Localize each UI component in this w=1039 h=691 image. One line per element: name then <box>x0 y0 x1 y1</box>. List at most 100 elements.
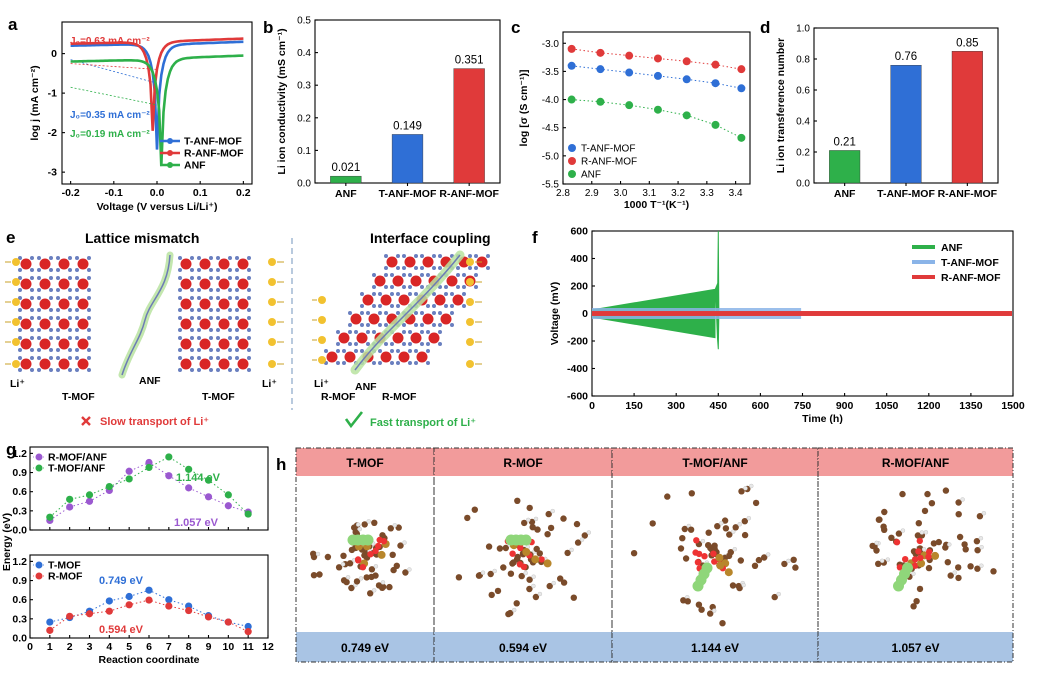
y-tick-label-f: 0 <box>582 308 588 320</box>
linker-atom <box>30 308 34 312</box>
li-ion <box>12 360 20 368</box>
linker-atom <box>30 368 34 372</box>
carbon-atom <box>741 531 749 539</box>
linker-atom <box>235 368 239 372</box>
linker-atom <box>75 368 79 372</box>
linker-atom <box>336 349 340 353</box>
linker-atom <box>372 330 376 334</box>
carbon-atom <box>368 566 376 573</box>
linker-atom <box>75 328 79 332</box>
linker-atom <box>18 336 22 340</box>
y-tick-label-d: 0.0 <box>796 179 810 190</box>
linker-atom <box>438 266 442 270</box>
carbon-atom <box>741 518 748 525</box>
linker-atom <box>342 349 346 353</box>
linker-atom <box>87 296 91 300</box>
linker-atom <box>56 308 60 312</box>
data-point-R-ANF-MOF <box>625 51 634 60</box>
carbon-atom <box>560 579 568 586</box>
legend-label-a: R-ANF-MOF <box>184 148 244 160</box>
metal-node <box>20 278 32 290</box>
linker-atom <box>197 356 201 360</box>
x-tick-label-f: 1200 <box>917 400 941 412</box>
y-tick-label-b: 0.5 <box>297 16 311 27</box>
carbon-atom <box>781 560 788 568</box>
linker-atom <box>87 368 91 372</box>
linker-atom <box>408 330 412 334</box>
carbon-atom <box>955 499 962 506</box>
linker-atom <box>209 276 213 280</box>
linker-atom <box>360 349 364 353</box>
li-ion <box>268 318 276 326</box>
data-point-T-ANF-MOF <box>653 71 662 80</box>
metal-atom <box>543 559 552 568</box>
carbon-atom <box>514 497 521 504</box>
metal-node <box>380 351 392 363</box>
linker-atom <box>235 256 239 260</box>
x-tick-label-b: R-ANF-MOF <box>439 188 499 200</box>
li-ion <box>466 338 474 346</box>
structure-header: T-MOF <box>346 456 383 470</box>
energy-point-T-MOF/ANF <box>125 475 133 483</box>
li-ion <box>268 338 276 346</box>
carbon-atom <box>722 525 730 532</box>
li-ion <box>466 360 474 368</box>
metal-node <box>180 338 192 350</box>
chart-c: 2.8 2.9 3.0 3.1 3.2 3.3 3.4 -3.0 -3.5 -4.0 -4.5 -5.… <box>518 31 751 211</box>
linker-atom <box>87 256 91 260</box>
carbon-atom <box>705 542 712 549</box>
hydrogen-atom <box>345 575 351 580</box>
linker-atom <box>68 328 72 332</box>
linker-atom <box>56 256 60 260</box>
linker-atom <box>402 285 406 289</box>
x-tick-label-a: 0.2 <box>236 187 251 199</box>
legend-label-a: ANF <box>184 160 206 172</box>
linker-atom <box>426 342 430 346</box>
carbon-atom <box>534 526 541 533</box>
y-axis-label-c: log [σ (S cm⁻¹)] <box>518 70 530 147</box>
hydrogen-atom <box>874 540 879 546</box>
metal-node <box>180 278 192 290</box>
linker-atom <box>56 296 60 300</box>
hydrogen-atom <box>749 483 754 489</box>
carbon-atom <box>507 570 515 577</box>
linker-atom <box>235 336 239 340</box>
bar-T-ANF-MOF <box>391 134 424 184</box>
linker-atom <box>190 316 194 320</box>
oxygen-atom <box>710 550 717 557</box>
energy-point-T-MOF <box>46 618 54 626</box>
linker-atom <box>468 266 472 270</box>
energy-footer-bg <box>612 632 818 662</box>
linker-atom <box>426 330 430 334</box>
carbon-atom <box>790 556 797 563</box>
x-tick-label-c: 2.9 <box>585 188 599 199</box>
oxygen-atom <box>538 556 545 563</box>
linker-atom <box>228 308 232 312</box>
anf-backbone <box>121 254 171 376</box>
linker-atom <box>75 348 79 352</box>
hydrogen-atom <box>732 547 737 552</box>
y-tick-label-d: 1.0 <box>796 24 810 35</box>
metal-node <box>416 351 428 363</box>
structure-header: R-MOF <box>503 456 542 470</box>
carbon-atom <box>573 520 581 528</box>
linker-atom <box>247 336 251 340</box>
hydrogen-atom <box>356 522 361 527</box>
x-tick-label-a: 0.1 <box>193 187 208 199</box>
linker-atom <box>197 328 201 332</box>
hydrogen-atom <box>392 523 397 528</box>
metal-node <box>77 338 89 350</box>
metal-node <box>180 318 192 330</box>
linker-atom <box>37 336 41 340</box>
linker-atom <box>49 296 53 300</box>
carbon-atom <box>664 493 671 500</box>
linker-atom <box>414 311 418 315</box>
x-tick-label-a: -0.2 <box>62 187 80 199</box>
linker-atom <box>190 308 194 312</box>
li-ion <box>318 296 326 304</box>
linker-atom <box>420 311 424 315</box>
hydrogen-atom <box>550 508 555 514</box>
data-point-T-ANF-MOF <box>596 65 605 74</box>
linker-atom <box>178 268 182 272</box>
linker-atom <box>432 311 436 315</box>
